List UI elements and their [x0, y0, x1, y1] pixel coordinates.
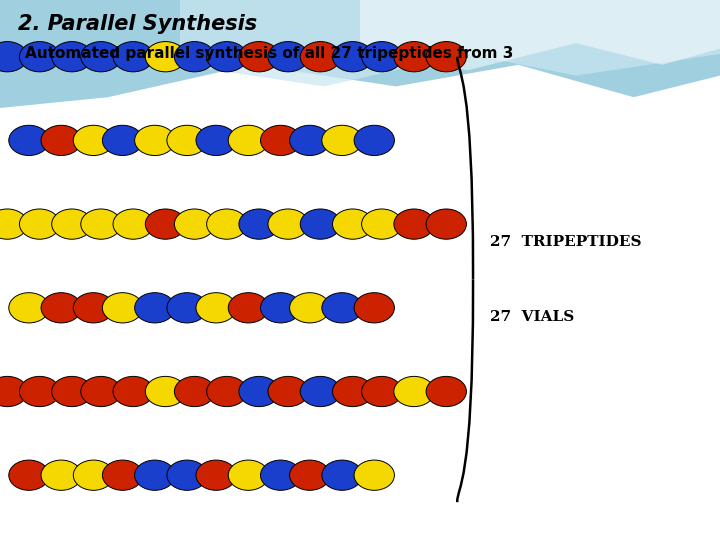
Circle shape — [268, 209, 308, 239]
Circle shape — [174, 376, 215, 407]
Circle shape — [9, 293, 49, 323]
Circle shape — [289, 293, 330, 323]
Circle shape — [196, 293, 236, 323]
Circle shape — [354, 460, 395, 490]
Circle shape — [145, 42, 186, 72]
Polygon shape — [0, 0, 720, 108]
Circle shape — [322, 460, 362, 490]
Circle shape — [174, 42, 215, 72]
Circle shape — [300, 42, 341, 72]
Circle shape — [196, 125, 236, 156]
Circle shape — [426, 209, 467, 239]
Circle shape — [41, 293, 81, 323]
Circle shape — [354, 293, 395, 323]
Circle shape — [113, 376, 153, 407]
Polygon shape — [180, 0, 720, 86]
Circle shape — [113, 42, 153, 72]
Circle shape — [167, 293, 207, 323]
Circle shape — [52, 42, 92, 72]
Text: 27  VIALS: 27 VIALS — [490, 310, 574, 324]
Circle shape — [73, 460, 114, 490]
Circle shape — [426, 42, 467, 72]
Circle shape — [207, 376, 247, 407]
Circle shape — [0, 209, 27, 239]
Circle shape — [300, 209, 341, 239]
Circle shape — [261, 460, 301, 490]
Circle shape — [333, 209, 373, 239]
Circle shape — [228, 460, 269, 490]
Circle shape — [9, 125, 49, 156]
Circle shape — [73, 125, 114, 156]
Circle shape — [239, 209, 279, 239]
Circle shape — [207, 209, 247, 239]
Circle shape — [81, 209, 121, 239]
Circle shape — [289, 125, 330, 156]
Circle shape — [333, 42, 373, 72]
Circle shape — [261, 293, 301, 323]
Circle shape — [239, 42, 279, 72]
Circle shape — [135, 125, 175, 156]
Circle shape — [102, 460, 143, 490]
Circle shape — [9, 460, 49, 490]
Circle shape — [289, 460, 330, 490]
Circle shape — [228, 125, 269, 156]
Circle shape — [113, 209, 153, 239]
Circle shape — [261, 125, 301, 156]
Circle shape — [19, 376, 60, 407]
Circle shape — [19, 209, 60, 239]
Circle shape — [228, 293, 269, 323]
Circle shape — [207, 42, 247, 72]
Circle shape — [239, 376, 279, 407]
Circle shape — [102, 293, 143, 323]
Circle shape — [196, 460, 236, 490]
Circle shape — [145, 209, 186, 239]
Circle shape — [135, 460, 175, 490]
Circle shape — [135, 293, 175, 323]
Circle shape — [145, 376, 186, 407]
Circle shape — [361, 42, 402, 72]
Circle shape — [167, 460, 207, 490]
Circle shape — [167, 125, 207, 156]
Circle shape — [322, 125, 362, 156]
Circle shape — [41, 460, 81, 490]
Text: Automated parallel synthesis of all 27 tripeptides from 3: Automated parallel synthesis of all 27 t… — [25, 46, 513, 61]
Circle shape — [19, 42, 60, 72]
Circle shape — [361, 376, 402, 407]
Circle shape — [394, 209, 434, 239]
Text: 2. Parallel Synthesis: 2. Parallel Synthesis — [18, 14, 257, 33]
Circle shape — [394, 42, 434, 72]
Polygon shape — [360, 0, 720, 70]
Circle shape — [174, 209, 215, 239]
Circle shape — [52, 209, 92, 239]
Circle shape — [81, 42, 121, 72]
Circle shape — [102, 125, 143, 156]
Circle shape — [73, 293, 114, 323]
Circle shape — [52, 376, 92, 407]
Circle shape — [268, 42, 308, 72]
Circle shape — [394, 376, 434, 407]
Circle shape — [81, 376, 121, 407]
Circle shape — [300, 376, 341, 407]
Circle shape — [361, 209, 402, 239]
Circle shape — [354, 125, 395, 156]
Circle shape — [333, 376, 373, 407]
Text: 27  TRIPEPTIDES: 27 TRIPEPTIDES — [490, 235, 641, 248]
Circle shape — [41, 125, 81, 156]
Circle shape — [426, 376, 467, 407]
Circle shape — [268, 376, 308, 407]
Circle shape — [0, 376, 27, 407]
Circle shape — [0, 42, 27, 72]
Circle shape — [322, 293, 362, 323]
